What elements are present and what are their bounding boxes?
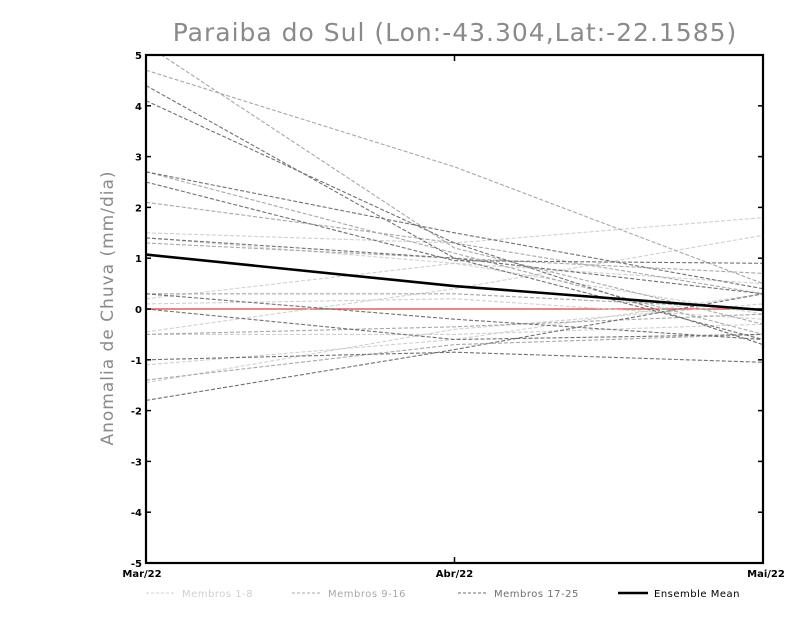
chart: Paraiba do Sul (Lon:-43.304,Lat:-22.1585…: [0, 0, 800, 618]
x-tick-label: Mar/22: [122, 569, 161, 580]
y-tick-label: -1: [131, 356, 142, 367]
series-layer: [146, 45, 763, 401]
member-line-17: [146, 101, 763, 345]
legend-label: Membros 17-25: [494, 589, 579, 600]
y-tick-label: 1: [135, 254, 142, 265]
member-line-1: [146, 218, 763, 243]
member-line-3: [146, 304, 763, 383]
member-line-19: [146, 172, 763, 289]
member-line-23: [146, 352, 763, 362]
y-tick-label: 4: [135, 102, 142, 113]
member-line-10: [146, 45, 763, 324]
legend: Membros 1-8 Membros 9-16 Membros 17-25 Ense…: [146, 589, 740, 600]
legend-label: Ensemble Mean: [654, 589, 740, 600]
y-tick-label: -2: [131, 407, 142, 418]
y-axis-label: Anomalia de Chuva (mm/dia): [98, 170, 118, 445]
y-tick-label: -3: [131, 457, 142, 468]
member-line-16: [146, 314, 763, 334]
y-tick-label: 5: [135, 51, 142, 62]
legend-label: Membros 1-8: [182, 589, 253, 600]
y-tick-label: 0: [135, 305, 142, 316]
chart-title: Paraiba do Sul (Lon:-43.304,Lat:-22.1585…: [173, 18, 738, 47]
x-tick-label: Mai/22: [747, 569, 785, 580]
y-tick-label: -4: [131, 508, 142, 519]
legend-label: Membros 9-16: [328, 589, 406, 600]
y-tick-label: 2: [135, 203, 142, 214]
y-tick-label: 3: [135, 153, 142, 164]
x-tick-label: Abr/22: [436, 569, 473, 580]
member-line-12: [146, 172, 763, 335]
